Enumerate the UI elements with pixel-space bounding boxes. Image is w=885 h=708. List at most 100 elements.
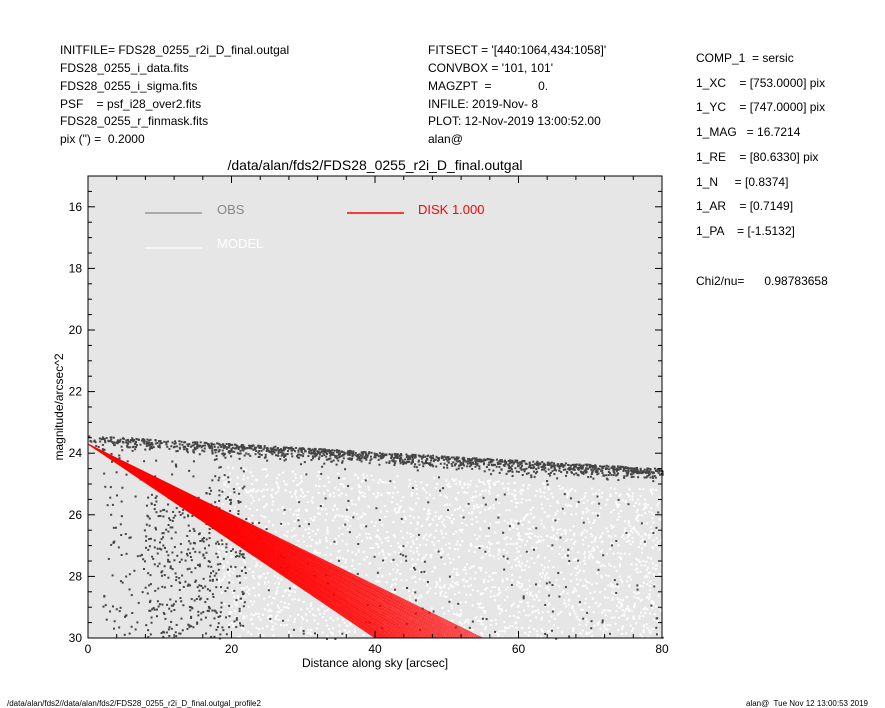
obs-point	[374, 456, 377, 459]
obs-point	[88, 435, 91, 438]
obs-point	[377, 455, 380, 458]
obs-point	[155, 500, 158, 503]
model-point	[326, 609, 329, 612]
obs-point	[312, 457, 315, 460]
obs-point	[382, 456, 385, 459]
obs-point	[405, 455, 408, 458]
obs-point	[521, 474, 524, 477]
obs-point	[560, 470, 563, 473]
obs-point	[101, 448, 104, 451]
model-point	[575, 589, 578, 592]
obs-point	[263, 444, 266, 447]
model-point	[294, 534, 297, 537]
obs-point	[213, 458, 216, 461]
obs-point	[637, 470, 640, 473]
obs-point	[227, 481, 230, 484]
model-point	[587, 517, 590, 520]
obs-point	[459, 463, 462, 466]
obs-point	[546, 483, 549, 486]
model-point	[520, 501, 523, 504]
obs-point	[125, 614, 128, 617]
model-point	[367, 505, 370, 508]
obs-point	[373, 555, 376, 558]
model-point	[527, 566, 530, 569]
model-point	[416, 550, 419, 553]
obs-point	[474, 463, 477, 466]
obs-point	[573, 473, 576, 476]
model-point	[386, 510, 389, 513]
obs-point	[400, 457, 403, 460]
obs-point	[112, 436, 115, 439]
obs-point	[432, 465, 435, 468]
obs-point	[318, 456, 321, 459]
model-point	[511, 573, 514, 576]
obs-point	[196, 441, 199, 444]
obs-point	[520, 466, 523, 469]
model-point	[312, 519, 315, 522]
obs-point	[341, 460, 344, 463]
obs-point	[143, 439, 146, 442]
model-point	[574, 574, 577, 577]
model-point	[253, 587, 256, 590]
model-point	[647, 566, 650, 569]
model-point	[475, 503, 478, 506]
obs-point	[189, 555, 192, 558]
model-point	[222, 566, 225, 569]
obs-point	[159, 442, 162, 445]
obs-point	[280, 522, 283, 525]
model-point	[350, 487, 353, 490]
model-point	[568, 612, 571, 615]
model-point	[478, 606, 481, 609]
model-point	[251, 488, 254, 491]
obs-point	[639, 469, 642, 472]
obs-point	[283, 508, 286, 511]
model-point	[503, 621, 506, 624]
obs-point	[505, 472, 508, 475]
model-point	[260, 514, 263, 517]
model-point	[515, 633, 518, 636]
model-point	[630, 609, 633, 612]
obs-point	[204, 616, 207, 619]
model-point	[497, 521, 500, 524]
model-point	[646, 583, 649, 586]
obs-point	[284, 448, 287, 451]
model-point	[538, 611, 541, 614]
model-point	[259, 565, 262, 568]
model-point	[305, 613, 308, 616]
obs-point	[333, 449, 336, 452]
model-point	[368, 533, 371, 536]
model-point	[331, 632, 334, 635]
model-point	[564, 529, 567, 532]
obs-point	[202, 554, 205, 557]
model-point	[263, 580, 266, 583]
model-point	[258, 633, 261, 636]
obs-point	[134, 495, 137, 498]
model-point	[488, 486, 491, 489]
model-point	[459, 480, 462, 483]
model-point	[518, 581, 521, 584]
obs-point	[593, 468, 596, 471]
obs-point	[346, 450, 349, 453]
obs-point	[317, 458, 320, 461]
obs-point	[218, 489, 221, 492]
obs-point	[189, 605, 192, 608]
model-point	[485, 587, 488, 590]
model-point	[497, 480, 500, 483]
model-point	[526, 588, 529, 591]
obs-point	[484, 503, 487, 506]
model-point	[448, 547, 451, 550]
model-point	[592, 522, 595, 525]
obs-point	[417, 454, 420, 457]
obs-point	[332, 459, 335, 462]
model-point	[517, 604, 520, 607]
model-point	[595, 561, 598, 564]
obs-point	[382, 455, 385, 458]
obs-point	[511, 461, 514, 464]
obs-point	[193, 542, 196, 545]
obs-point	[613, 466, 616, 469]
obs-point	[199, 441, 202, 444]
obs-point	[549, 474, 552, 477]
obs-point	[495, 465, 498, 468]
model-point	[597, 623, 600, 626]
model-point	[229, 612, 232, 615]
